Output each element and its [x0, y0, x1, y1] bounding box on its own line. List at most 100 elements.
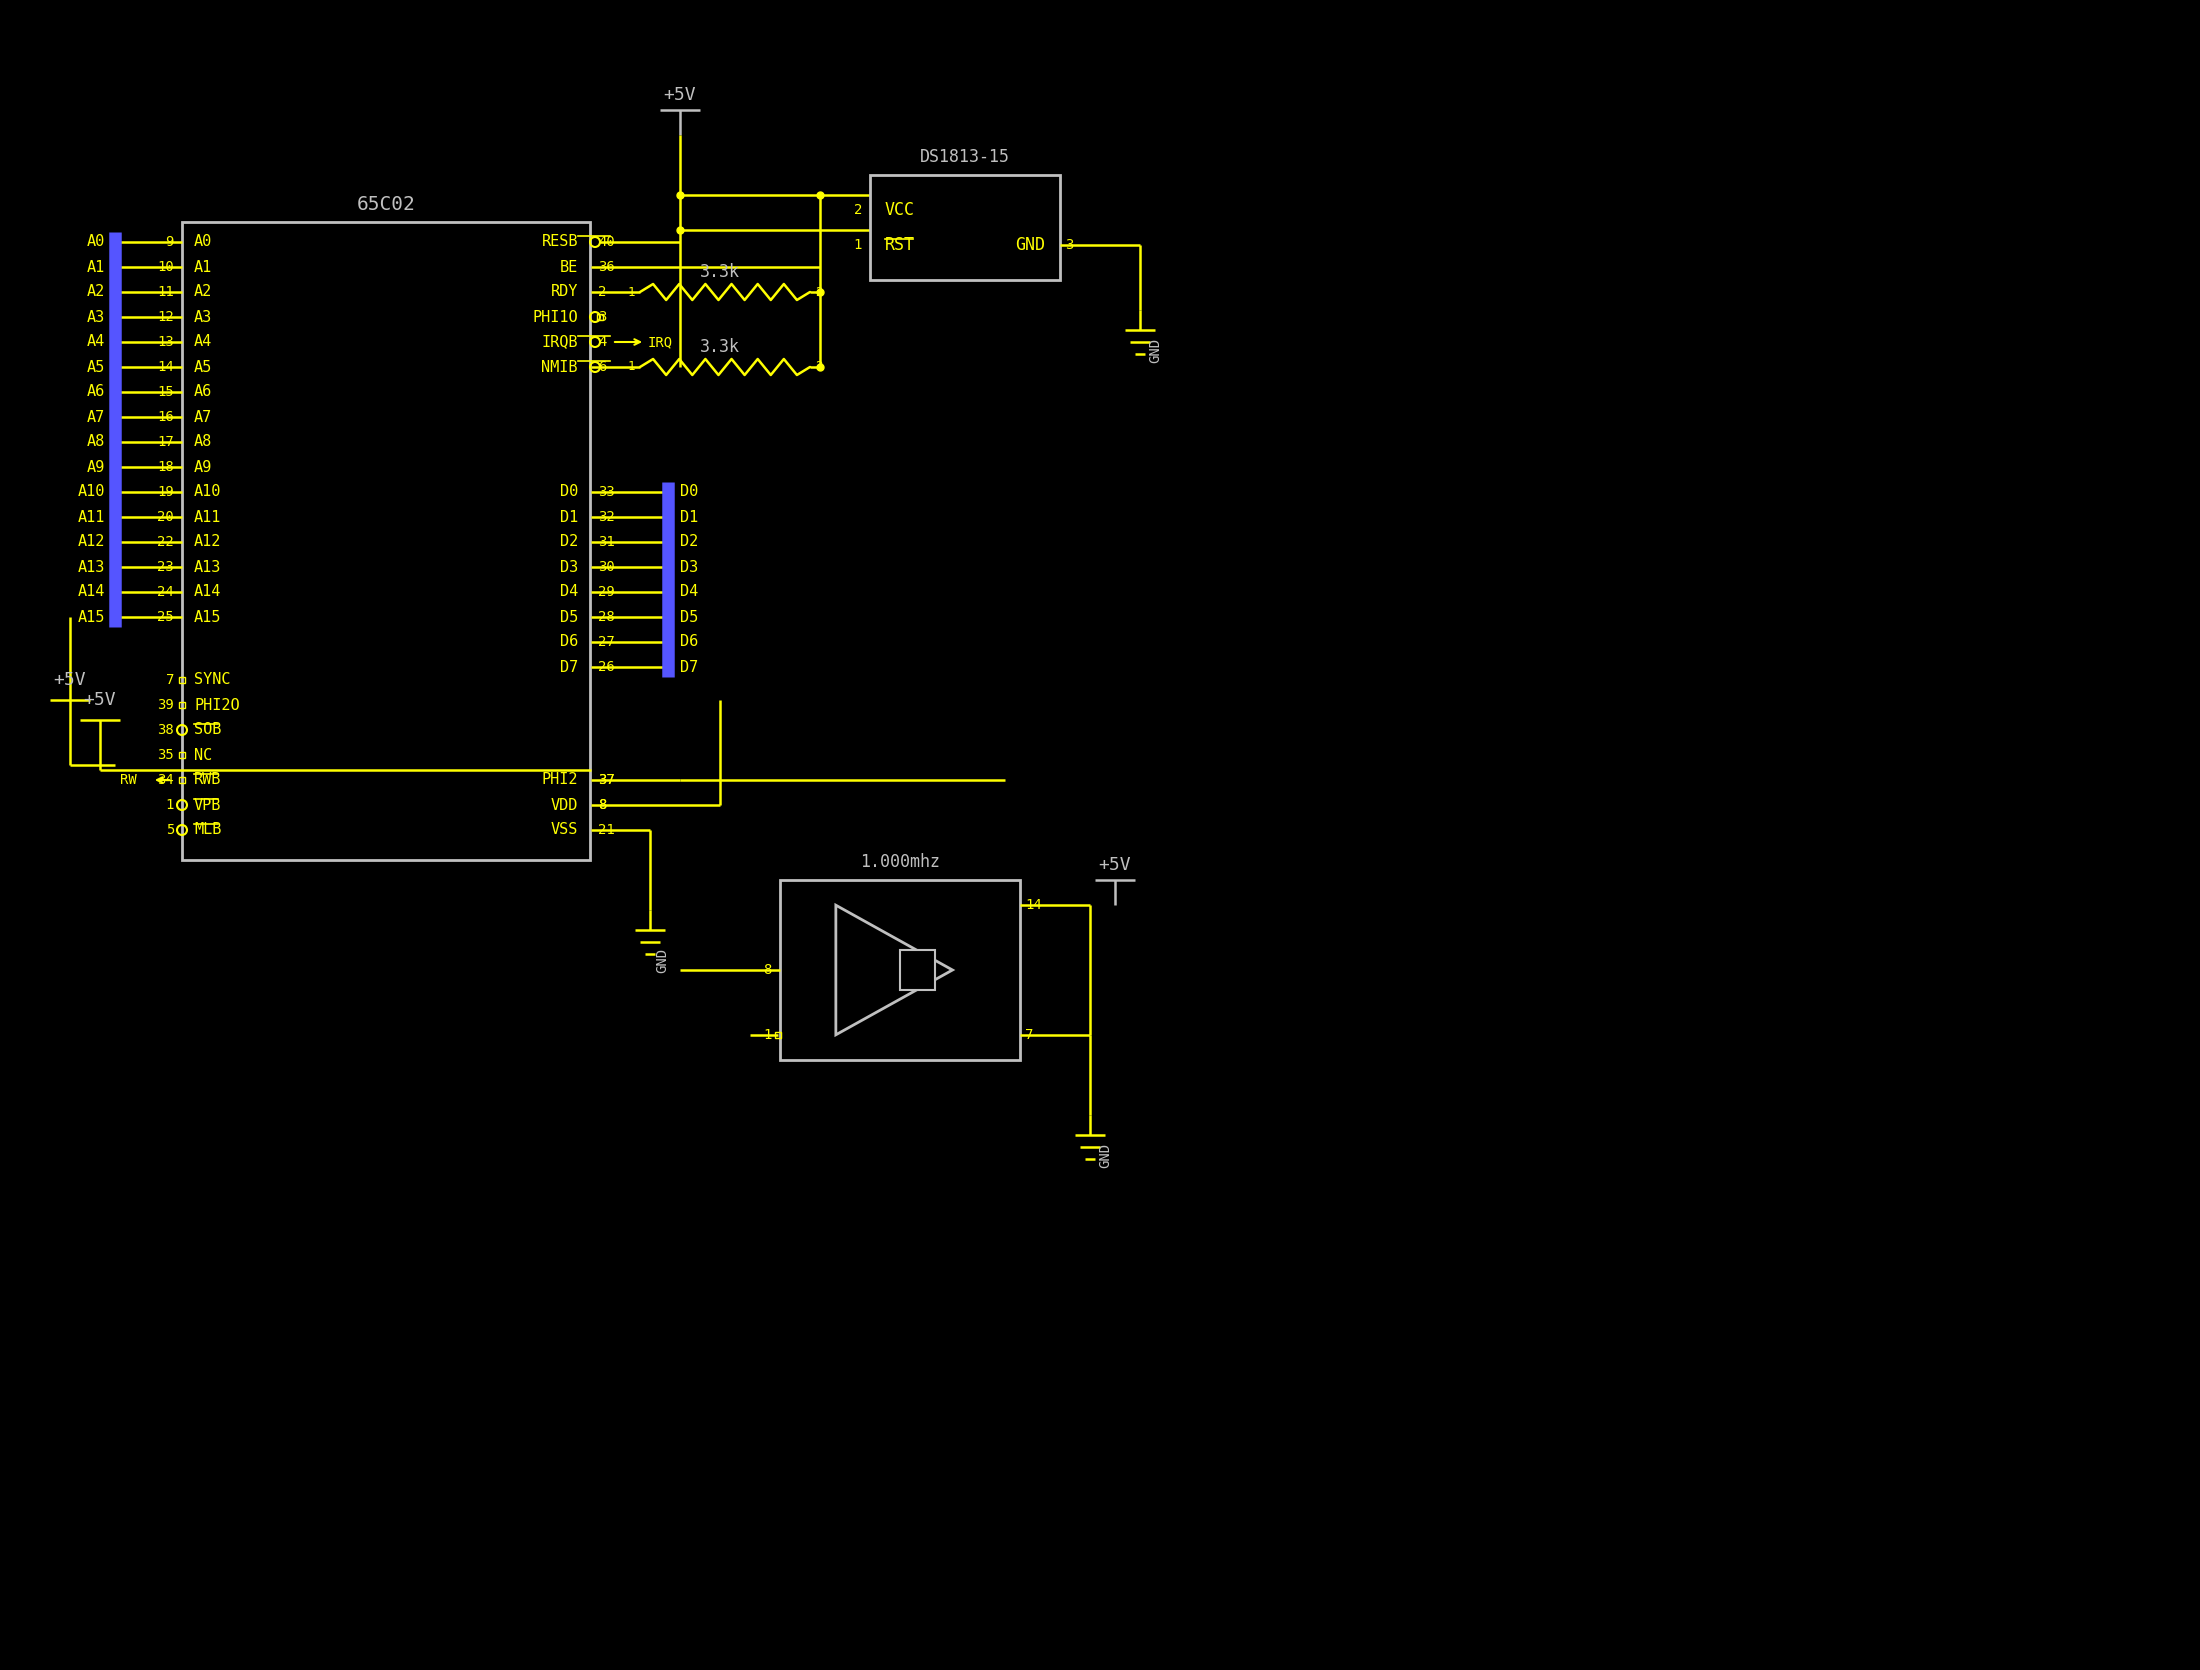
Text: 3: 3 [598, 311, 607, 324]
Text: 1: 1 [627, 361, 636, 374]
Text: D1: D1 [559, 509, 579, 524]
Text: A6: A6 [86, 384, 106, 399]
Text: A12: A12 [194, 534, 222, 549]
Text: 8: 8 [598, 798, 607, 812]
Text: A10: A10 [194, 484, 222, 499]
Text: PHI2: PHI2 [541, 773, 579, 788]
Text: PHI2O: PHI2O [194, 698, 240, 713]
Text: D5: D5 [559, 610, 579, 625]
Text: A15: A15 [77, 610, 106, 625]
Text: 2: 2 [814, 286, 823, 299]
Bar [183, 222, 590, 860]
Bar [900, 950, 935, 990]
Text: D3: D3 [559, 559, 579, 574]
Text: DS1813-15: DS1813-15 [920, 149, 1010, 165]
Text: A4: A4 [194, 334, 211, 349]
Text: D7: D7 [559, 660, 579, 675]
Text: NC: NC [194, 748, 211, 763]
Text: D7: D7 [680, 660, 697, 675]
Text: 37: 37 [598, 773, 614, 787]
Text: 32: 32 [598, 509, 614, 524]
Text: D0: D0 [680, 484, 697, 499]
Text: D0: D0 [559, 484, 579, 499]
Text: 25: 25 [156, 610, 174, 625]
Text: 8: 8 [598, 798, 607, 812]
Text: 21: 21 [598, 823, 614, 837]
Text: 3.3k: 3.3k [700, 337, 739, 356]
Text: D6: D6 [559, 635, 579, 650]
Text: A7: A7 [194, 409, 211, 424]
Text: 8: 8 [763, 964, 772, 977]
Text: 14: 14 [1025, 898, 1043, 912]
Text: 26: 26 [598, 660, 614, 675]
Text: D3: D3 [680, 559, 697, 574]
Text: SOB: SOB [194, 723, 222, 738]
Text: 7: 7 [165, 673, 174, 686]
Text: 11: 11 [156, 286, 174, 299]
Text: A1: A1 [86, 259, 106, 274]
Text: A0: A0 [194, 234, 211, 249]
Text: +5V: +5V [1098, 857, 1131, 873]
Text: NMIB: NMIB [541, 359, 579, 374]
Bar [869, 175, 1060, 281]
Text: 2: 2 [598, 286, 607, 299]
Text: D1: D1 [680, 509, 697, 524]
Text: 1: 1 [854, 239, 862, 252]
Text: A1: A1 [194, 259, 211, 274]
Text: A8: A8 [86, 434, 106, 449]
Text: 1: 1 [763, 1029, 772, 1042]
Text: A8: A8 [194, 434, 211, 449]
Text: A15: A15 [194, 610, 222, 625]
Text: A2: A2 [86, 284, 106, 299]
Text: A6: A6 [194, 384, 211, 399]
Text: IRQB: IRQB [541, 334, 579, 349]
Text: A4: A4 [86, 334, 106, 349]
Text: 27: 27 [598, 635, 614, 650]
Text: 18: 18 [156, 459, 174, 474]
Text: D6: D6 [680, 635, 697, 650]
Text: 1: 1 [165, 798, 174, 812]
Text: PHI1O: PHI1O [532, 309, 579, 324]
Text: 3.3k: 3.3k [700, 262, 739, 281]
Text: A3: A3 [86, 309, 106, 324]
Text: A2: A2 [194, 284, 211, 299]
Text: SYNC: SYNC [194, 673, 231, 688]
Text: RST: RST [884, 235, 915, 254]
Text: 3: 3 [1065, 239, 1074, 252]
Text: 20: 20 [156, 509, 174, 524]
Text: 29: 29 [598, 584, 614, 600]
Text: 23: 23 [156, 559, 174, 574]
Text: A5: A5 [86, 359, 106, 374]
Text: IRQ: IRQ [649, 336, 673, 349]
Text: RWB: RWB [194, 773, 222, 788]
Text: 5: 5 [165, 823, 174, 837]
Text: RESB: RESB [541, 234, 579, 249]
Text: 39: 39 [156, 698, 174, 711]
Text: VDD: VDD [550, 798, 579, 813]
Text: 33: 33 [598, 484, 614, 499]
Text: A14: A14 [77, 584, 106, 600]
Text: 31: 31 [598, 534, 614, 549]
Text: 38: 38 [156, 723, 174, 736]
Text: 30: 30 [598, 559, 614, 574]
Text: RDY: RDY [550, 284, 579, 299]
Text: 1: 1 [627, 286, 636, 299]
Text: 2: 2 [814, 361, 823, 374]
Text: 2: 2 [854, 204, 862, 217]
Text: BE: BE [559, 259, 579, 274]
Text: 28: 28 [598, 610, 614, 625]
Text: GND: GND [656, 947, 669, 972]
Text: A11: A11 [194, 509, 222, 524]
Text: GND: GND [1014, 235, 1045, 254]
Text: 4: 4 [598, 336, 607, 349]
Text: MLB: MLB [194, 823, 222, 837]
Text: D5: D5 [680, 610, 697, 625]
Text: 65C02: 65C02 [356, 194, 416, 214]
Text: 9: 9 [165, 235, 174, 249]
Text: 34: 34 [156, 773, 174, 787]
Text: 6: 6 [598, 361, 607, 374]
Text: 36: 36 [598, 261, 614, 274]
Text: 14: 14 [156, 361, 174, 374]
Text: GND: GND [1148, 337, 1162, 362]
Text: 13: 13 [156, 336, 174, 349]
